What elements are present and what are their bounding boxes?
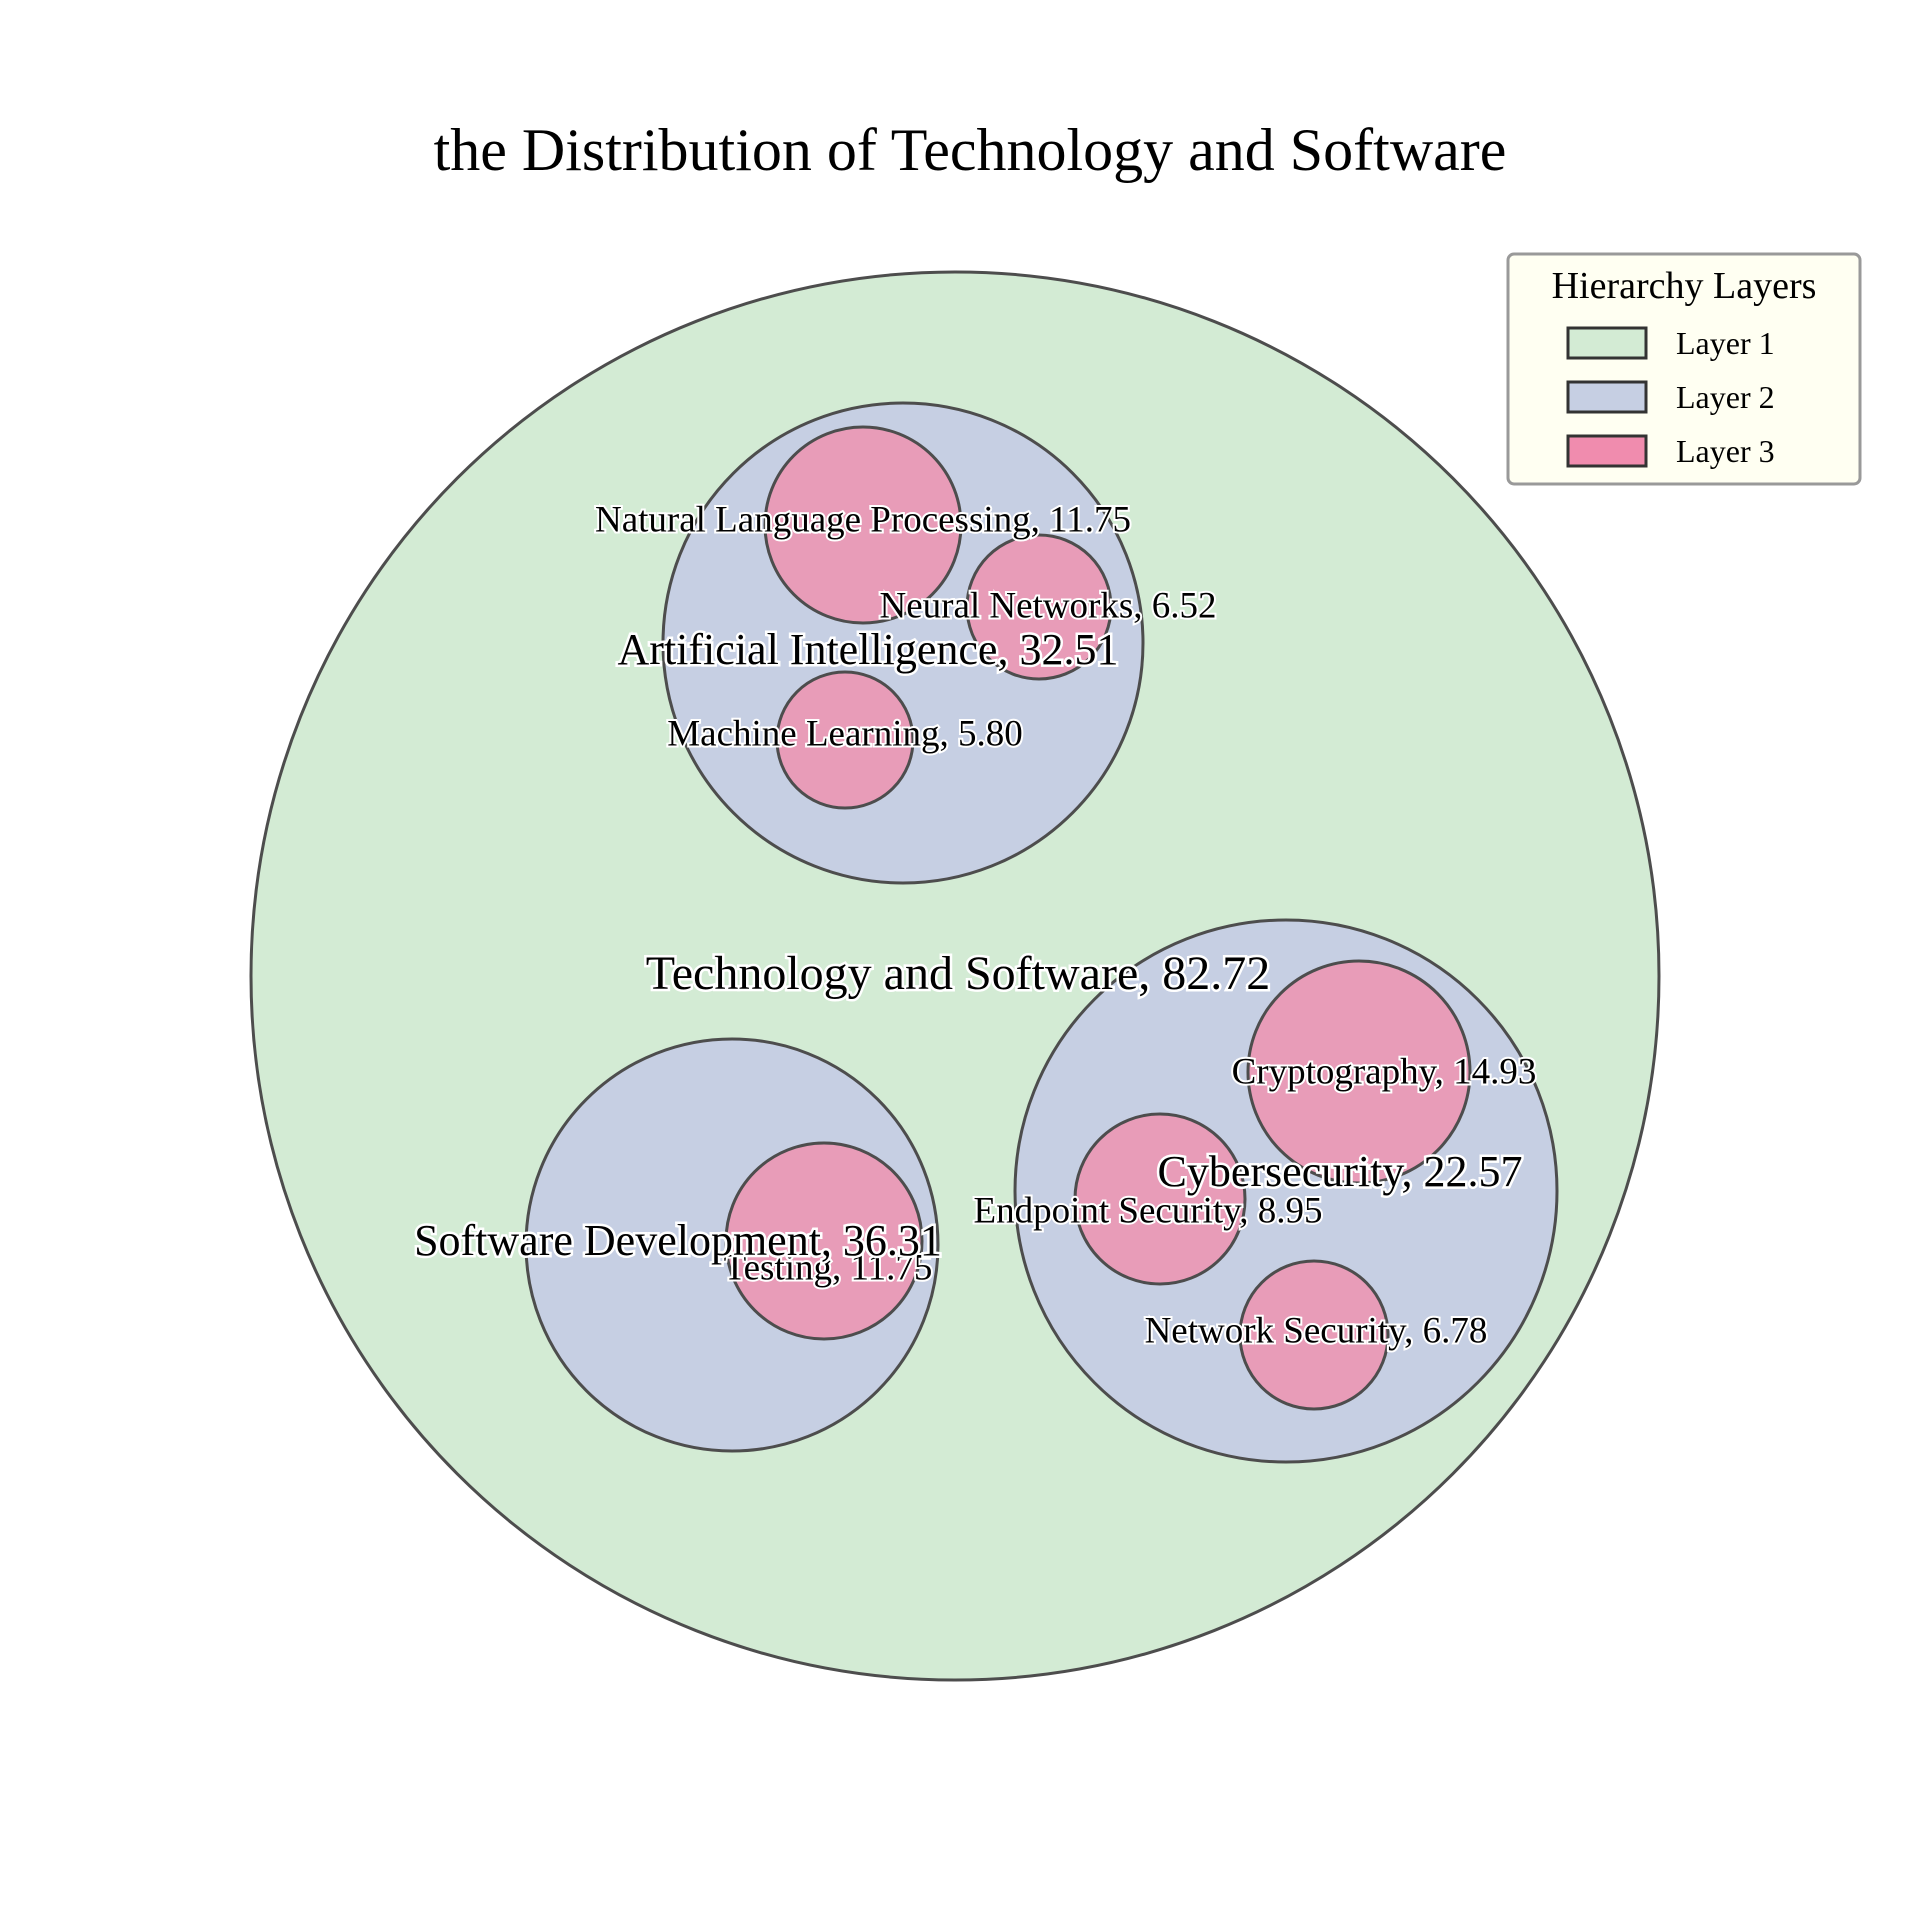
bubble-network-security	[1238, 1259, 1390, 1411]
legend-label-layer-1: Layer 1	[1676, 325, 1775, 361]
legend-title: Hierarchy Layers	[1552, 265, 1817, 307]
bubble-endpoint-security	[1073, 1112, 1247, 1286]
legend-swatch-layer-3	[1566, 434, 1648, 468]
bubble-label-endpoint-security: Endpoint Security, 8.95	[973, 1190, 1322, 1231]
bubble-label-testing: Testing, 11.75	[724, 1247, 933, 1288]
chart-title: the Distribution of Technology and Softw…	[434, 117, 1507, 183]
bubble-label-software-development: Software Development, 36.31	[414, 1216, 942, 1265]
legend: Hierarchy Layers Layer 1 Layer 2 Layer 3	[1506, 252, 1862, 486]
circles-layer	[249, 270, 1661, 1682]
legend-swatch-layer-2	[1566, 380, 1648, 414]
legend-frame	[1506, 252, 1862, 486]
bubble-label-neural-networks: Neural Networks, 6.52	[879, 585, 1216, 626]
bubble-natural-language-processing	[763, 425, 963, 625]
bubble-label-cryptography: Cryptography, 14.93	[1232, 1051, 1537, 1092]
bubble-machine-learning	[775, 670, 915, 810]
bubble-label-natural-language-processing: Natural Language Processing, 11.75	[595, 499, 1131, 540]
legend-swatch-layer-1	[1566, 326, 1648, 360]
legend-label-layer-3: Layer 3	[1676, 433, 1775, 469]
bubble-neural-networks	[965, 533, 1113, 681]
bubble-cryptography	[1246, 959, 1472, 1185]
bubble-label-machine-learning: Machine Learning, 5.80	[667, 713, 1023, 754]
bubble-testing	[724, 1141, 924, 1341]
labels-layer: Natural Language Processing, 11.75 Neural…	[412, 497, 1539, 1353]
bubble-label-cybersecurity: Cybersecurity, 22.57	[1158, 1147, 1523, 1196]
legend-label-layer-2: Layer 2	[1676, 379, 1775, 415]
bubble-label-technology-and-software: Technology and Software, 82.72	[646, 947, 1271, 1000]
bubble-label-network-security: Network Security, 6.78	[1145, 1310, 1488, 1351]
bubble-label-artificial-intelligence: Artificial Intelligence, 32.51	[618, 625, 1119, 674]
